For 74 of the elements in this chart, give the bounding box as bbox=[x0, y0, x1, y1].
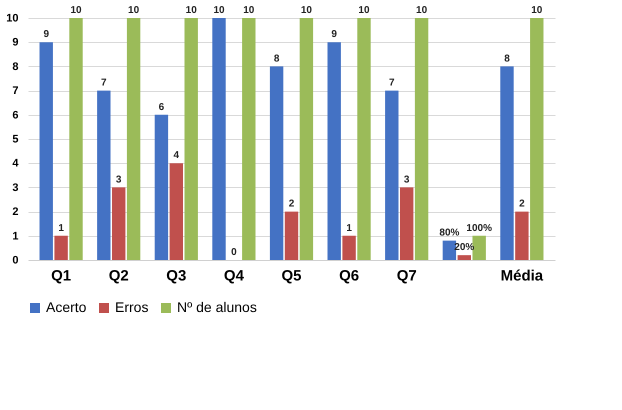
data-label: 80% bbox=[439, 228, 460, 239]
bar bbox=[414, 18, 428, 260]
bar bbox=[184, 18, 198, 260]
legend-label: Erros bbox=[115, 299, 148, 315]
data-label: 1 bbox=[58, 222, 64, 234]
bar bbox=[212, 18, 226, 260]
data-label: 2 bbox=[288, 198, 295, 210]
data-label: 1 bbox=[346, 222, 352, 234]
bar bbox=[385, 90, 398, 260]
bar bbox=[270, 66, 284, 260]
x-tick-label: Q7 bbox=[396, 268, 417, 284]
data-label: 4 bbox=[174, 150, 180, 162]
y-tick-label: 6 bbox=[12, 109, 18, 122]
data-label: 2 bbox=[519, 198, 526, 210]
data-label: 7 bbox=[389, 78, 396, 89]
bar bbox=[500, 66, 514, 260]
x-tick-label: Q6 bbox=[339, 268, 360, 284]
data-label: 0 bbox=[231, 247, 238, 258]
y-tick-label: 7 bbox=[12, 85, 18, 98]
bar bbox=[284, 212, 298, 260]
bar bbox=[154, 114, 168, 260]
x-tick-label: Q4 bbox=[224, 268, 245, 284]
data-label: 3 bbox=[404, 174, 410, 186]
x-tick-label: Q1 bbox=[51, 268, 72, 284]
legend-label: Acerto bbox=[46, 299, 87, 315]
data-label: 10 bbox=[531, 5, 543, 16]
bar bbox=[97, 90, 111, 260]
y-tick-label: 10 bbox=[6, 12, 18, 24]
x-tick-label: Q3 bbox=[166, 268, 186, 284]
bar bbox=[530, 18, 544, 260]
data-label: 10 bbox=[128, 5, 140, 16]
data-label: 9 bbox=[331, 29, 338, 40]
data-label: 10 bbox=[243, 5, 255, 16]
data-label: 8 bbox=[504, 53, 510, 64]
legend-label: Nº de alunos bbox=[177, 299, 257, 315]
bar bbox=[54, 236, 68, 260]
bar bbox=[400, 187, 414, 260]
data-label: 10 bbox=[416, 5, 428, 16]
data-label: 100% bbox=[466, 222, 492, 234]
y-tick-label: 4 bbox=[12, 158, 20, 170]
y-tick-label: 3 bbox=[12, 182, 18, 194]
bar bbox=[472, 236, 486, 260]
data-label: 3 bbox=[116, 174, 122, 186]
bar bbox=[40, 42, 53, 260]
y-tick-label: 0 bbox=[12, 254, 18, 266]
y-tick-label: 8 bbox=[12, 60, 18, 73]
bar bbox=[69, 18, 83, 260]
y-tick-label: 2 bbox=[12, 206, 18, 218]
bar bbox=[342, 236, 356, 260]
data-label: 10 bbox=[300, 5, 312, 16]
bar bbox=[515, 212, 529, 260]
data-label: 10 bbox=[186, 5, 198, 16]
y-tick-label: 5 bbox=[12, 134, 18, 146]
data-label: 8 bbox=[274, 53, 280, 64]
bar bbox=[126, 18, 140, 260]
y-tick-label: 1 bbox=[12, 230, 18, 242]
bar bbox=[170, 163, 184, 260]
data-label: 6 bbox=[158, 102, 165, 113]
data-label: 10 bbox=[213, 5, 226, 16]
bar bbox=[357, 18, 371, 260]
bar bbox=[112, 187, 126, 260]
data-label: 10 bbox=[70, 5, 82, 16]
bar bbox=[458, 255, 471, 260]
data-label: 10 bbox=[358, 5, 370, 16]
bar bbox=[242, 18, 256, 260]
data-label: 9 bbox=[43, 29, 50, 40]
x-tick-label: Q2 bbox=[108, 268, 129, 284]
x-tick-label: Q5 bbox=[281, 268, 302, 284]
bar bbox=[300, 18, 314, 260]
bar bbox=[442, 240, 456, 260]
bar bbox=[327, 42, 341, 260]
data-label: 7 bbox=[101, 78, 108, 89]
y-tick-label: 9 bbox=[12, 36, 18, 49]
x-tick-label: Média bbox=[500, 268, 544, 284]
